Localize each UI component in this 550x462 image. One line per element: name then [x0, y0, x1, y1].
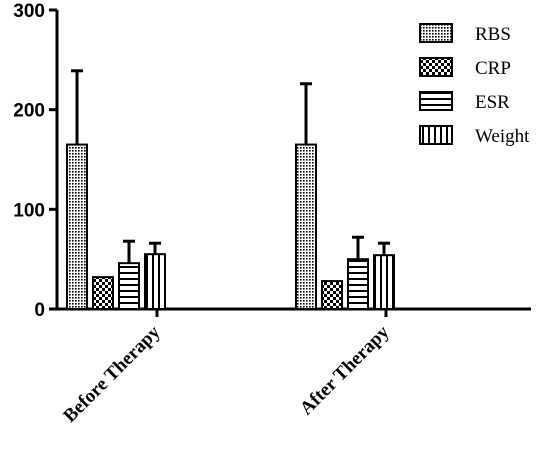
legend-label: ESR: [475, 92, 510, 113]
bar-rbs: [295, 143, 317, 310]
legend-swatch: [419, 125, 453, 145]
bar-crp: [321, 280, 343, 310]
bars-group: [66, 69, 395, 310]
bar-crp: [92, 276, 114, 310]
legend-label: RBS: [475, 24, 511, 45]
legend-swatch: [419, 91, 453, 111]
axes: 0 100 200 300 Before Therapy After Therapy: [13, 1, 531, 427]
legend-swatch: [419, 23, 453, 43]
legend-label: CRP: [475, 58, 511, 79]
y-tick-label: 0: [34, 300, 45, 321]
bar-rbs: [66, 143, 88, 310]
y-tick-label: 100: [13, 200, 45, 221]
bar-esr: [347, 258, 369, 310]
y-tick-label: 300: [13, 1, 45, 22]
legend: RBS CRP ESR Weight: [419, 23, 530, 147]
x-category-label: After Therapy: [296, 321, 394, 419]
x-category-label: Before Therapy: [59, 321, 164, 426]
legend-swatch: [419, 57, 453, 77]
y-tick-label: 200: [13, 101, 45, 122]
bar-weight: [373, 254, 395, 310]
legend-label: Weight: [475, 126, 530, 147]
bar-weight: [144, 253, 166, 310]
bar-esr: [118, 262, 140, 310]
